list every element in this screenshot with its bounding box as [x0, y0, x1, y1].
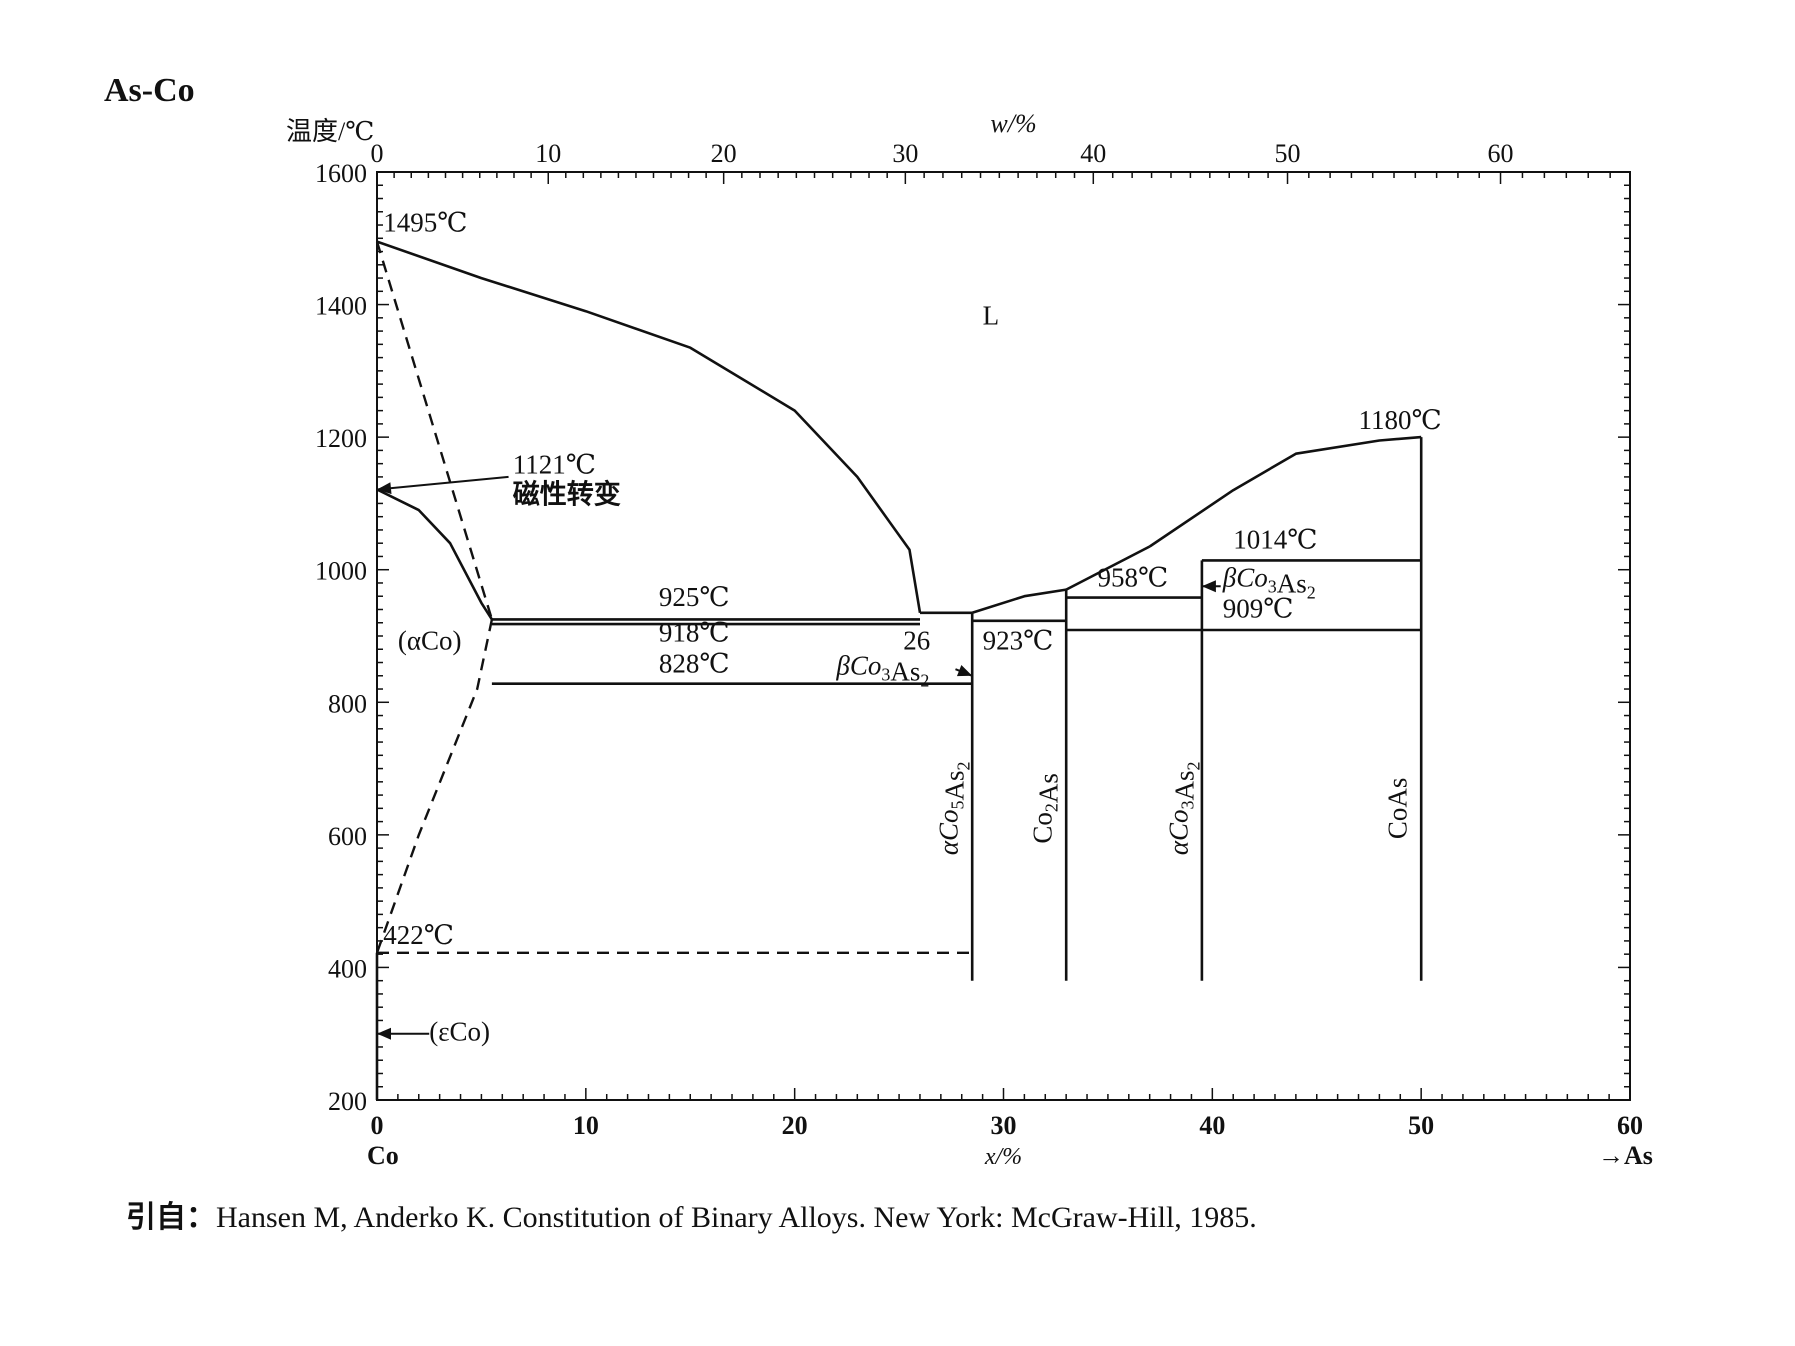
- phase-label-part: 2: [954, 761, 974, 770]
- phase-label-part: As: [1169, 770, 1199, 800]
- y-tick-label: 1600: [315, 159, 367, 188]
- phase-boundary-solid: [376, 240, 922, 614]
- phase-label: CoAs: [1383, 778, 1413, 840]
- y-tick-label: 400: [328, 954, 367, 983]
- x-tick-label-bottom: 20: [782, 1111, 808, 1140]
- x-tick-label-top: 40: [1080, 139, 1106, 168]
- arrow-head: [1201, 580, 1216, 593]
- phase-label-part: As: [940, 770, 970, 800]
- phase-label: 918℃: [659, 617, 730, 647]
- citation-lead: 引自：: [126, 1201, 216, 1234]
- phase-label-part: αCo: [934, 810, 964, 856]
- y-axis-label: 温度/℃: [286, 117, 374, 146]
- phase-label: 958℃: [1097, 562, 1168, 592]
- phase-label: 909℃: [1223, 593, 1294, 623]
- phase-boundary-solid: [376, 488, 493, 621]
- x-tick-label-bottom: 50: [1408, 1111, 1434, 1140]
- phase-label: 828℃: [659, 648, 730, 678]
- phase-label: Co2As: [1028, 773, 1064, 844]
- phase-label-part: As: [1034, 773, 1064, 803]
- x-tick-label-top: 20: [711, 139, 737, 168]
- phase-label: 1121℃: [513, 450, 596, 480]
- citation-text: Hansen M, Anderko K. Constitution of Bin…: [216, 1201, 1257, 1234]
- phase-label: (εCo): [429, 1016, 490, 1046]
- y-tick-label: 1400: [315, 292, 367, 321]
- phase-label: 1014℃: [1233, 525, 1317, 555]
- arrow-head: [377, 1027, 391, 1040]
- phase-label-part: As: [1277, 568, 1307, 598]
- arrow-head: [377, 482, 392, 495]
- y-tick-label: 200: [328, 1087, 367, 1116]
- phase-label: βCo3As2: [835, 650, 929, 690]
- y-tick-label: 1200: [315, 424, 367, 453]
- arrow-line: [376, 475, 509, 491]
- phase-label-part: 3: [1268, 576, 1277, 596]
- phase-boundary-solid: [1148, 435, 1422, 548]
- phase-boundary-dashed: [375, 241, 494, 620]
- phase-label-part: 3: [881, 664, 890, 684]
- x-tick-label-top: 0: [371, 139, 384, 168]
- x-tick-label-top: 10: [535, 139, 561, 168]
- phase-label: 422℃: [383, 920, 454, 950]
- phase-label-part: 5: [948, 801, 968, 810]
- y-tick-label: 1000: [315, 557, 367, 586]
- x-axis-label-top: w/%: [990, 109, 1036, 138]
- x-tick-label-bottom: 10: [573, 1111, 599, 1140]
- phase-boundary-solid: [1065, 545, 1151, 591]
- x-tick-label-top: 30: [892, 139, 918, 168]
- phase-label: 26: [903, 625, 930, 655]
- phase-boundary-dashed: [375, 619, 494, 954]
- phase-label-part: 2: [920, 670, 929, 690]
- x-tick-label-bottom: 60: [1617, 1111, 1643, 1140]
- phase-label-part: 2: [1042, 803, 1062, 812]
- phase-label: (αCo): [398, 625, 462, 655]
- phase-label: 1180℃: [1359, 405, 1442, 435]
- x-tick-label-top: 50: [1275, 139, 1301, 168]
- phase-label-part: αCo: [1163, 810, 1193, 856]
- y-tick-label: 600: [328, 822, 367, 851]
- x-tick-label-bottom: 30: [991, 1111, 1017, 1140]
- phase-label-part: 3: [1177, 801, 1197, 810]
- phase-label-part: βCo: [835, 650, 881, 680]
- phase-label: 磁性转变: [513, 478, 621, 509]
- y-tick-label: 800: [328, 689, 367, 718]
- phase-label: βCo3As2: [1222, 562, 1316, 602]
- phase-label: 1495℃: [383, 208, 467, 238]
- left-component-label: Co: [367, 1141, 399, 1170]
- phase-label-part: 2: [1183, 761, 1203, 770]
- x-tick-label-bottom: 40: [1199, 1111, 1225, 1140]
- right-component-label: →As: [1598, 1141, 1653, 1170]
- phase-label: αCo5As2: [934, 761, 974, 855]
- phase-boundary-solid: [971, 588, 1067, 615]
- phase-label: L: [983, 300, 1000, 330]
- phase-label: 923℃: [983, 625, 1054, 655]
- arrow-head: [956, 665, 973, 677]
- phase-label: 925℃: [659, 582, 730, 612]
- phase-label-part: 2: [1307, 582, 1316, 602]
- phase-label-part: As: [890, 656, 920, 686]
- x-tick-label-top: 60: [1488, 139, 1514, 168]
- phase-label-part: Co: [1028, 812, 1058, 844]
- diagram-title: As-Co: [104, 72, 195, 109]
- phase-label-part: βCo: [1222, 562, 1268, 592]
- x-tick-label-bottom: 0: [371, 1111, 384, 1140]
- citation: 引自：Hansen M, Anderko K. Constitution of …: [126, 1192, 1257, 1236]
- x-axis-label-bottom: x/%: [984, 1144, 1022, 1170]
- phase-label: αCo3As2: [1163, 761, 1203, 855]
